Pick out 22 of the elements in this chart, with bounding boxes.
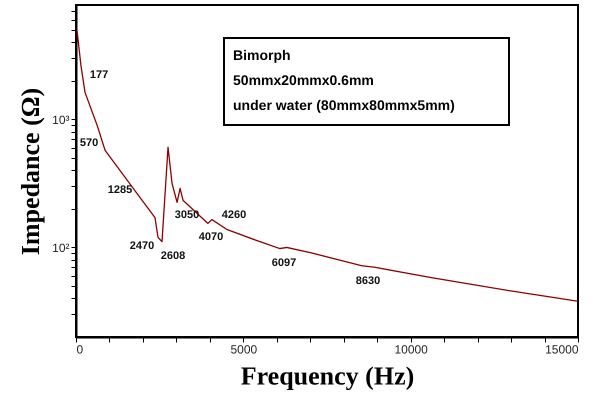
x-tick-label: 15000 — [545, 342, 579, 356]
line-series — [76, 30, 579, 302]
annotation: 2608 — [160, 250, 186, 262]
x-axis-title: Frequency (Hz) — [240, 362, 414, 390]
annotation: 6097 — [272, 257, 296, 269]
annotation: 177 — [90, 69, 108, 81]
annotation: 1285 — [108, 184, 132, 196]
y-tick-label: 10³ — [52, 112, 70, 127]
y-tick-label: 10² — [52, 240, 70, 255]
x-tick-label: 5000 — [230, 342, 258, 356]
x-tick-label: 10000 — [394, 342, 428, 356]
annotation: 4070 — [198, 231, 224, 243]
annotation: 3050 — [174, 209, 200, 221]
y-axis-title: Impedance (Ω) — [16, 88, 46, 256]
annotation: 50mmx20mmx0.6mm — [233, 72, 374, 88]
annotation: under water (80mmx80mmx5mm) — [233, 97, 455, 113]
annotation: Bimorph — [233, 47, 291, 63]
annotation: 8630 — [356, 275, 380, 287]
annotation: 570 — [80, 137, 98, 149]
annotation: 4260 — [222, 209, 246, 221]
annotation: 2470 — [130, 240, 154, 252]
x-tick-label: 0 — [76, 342, 84, 356]
